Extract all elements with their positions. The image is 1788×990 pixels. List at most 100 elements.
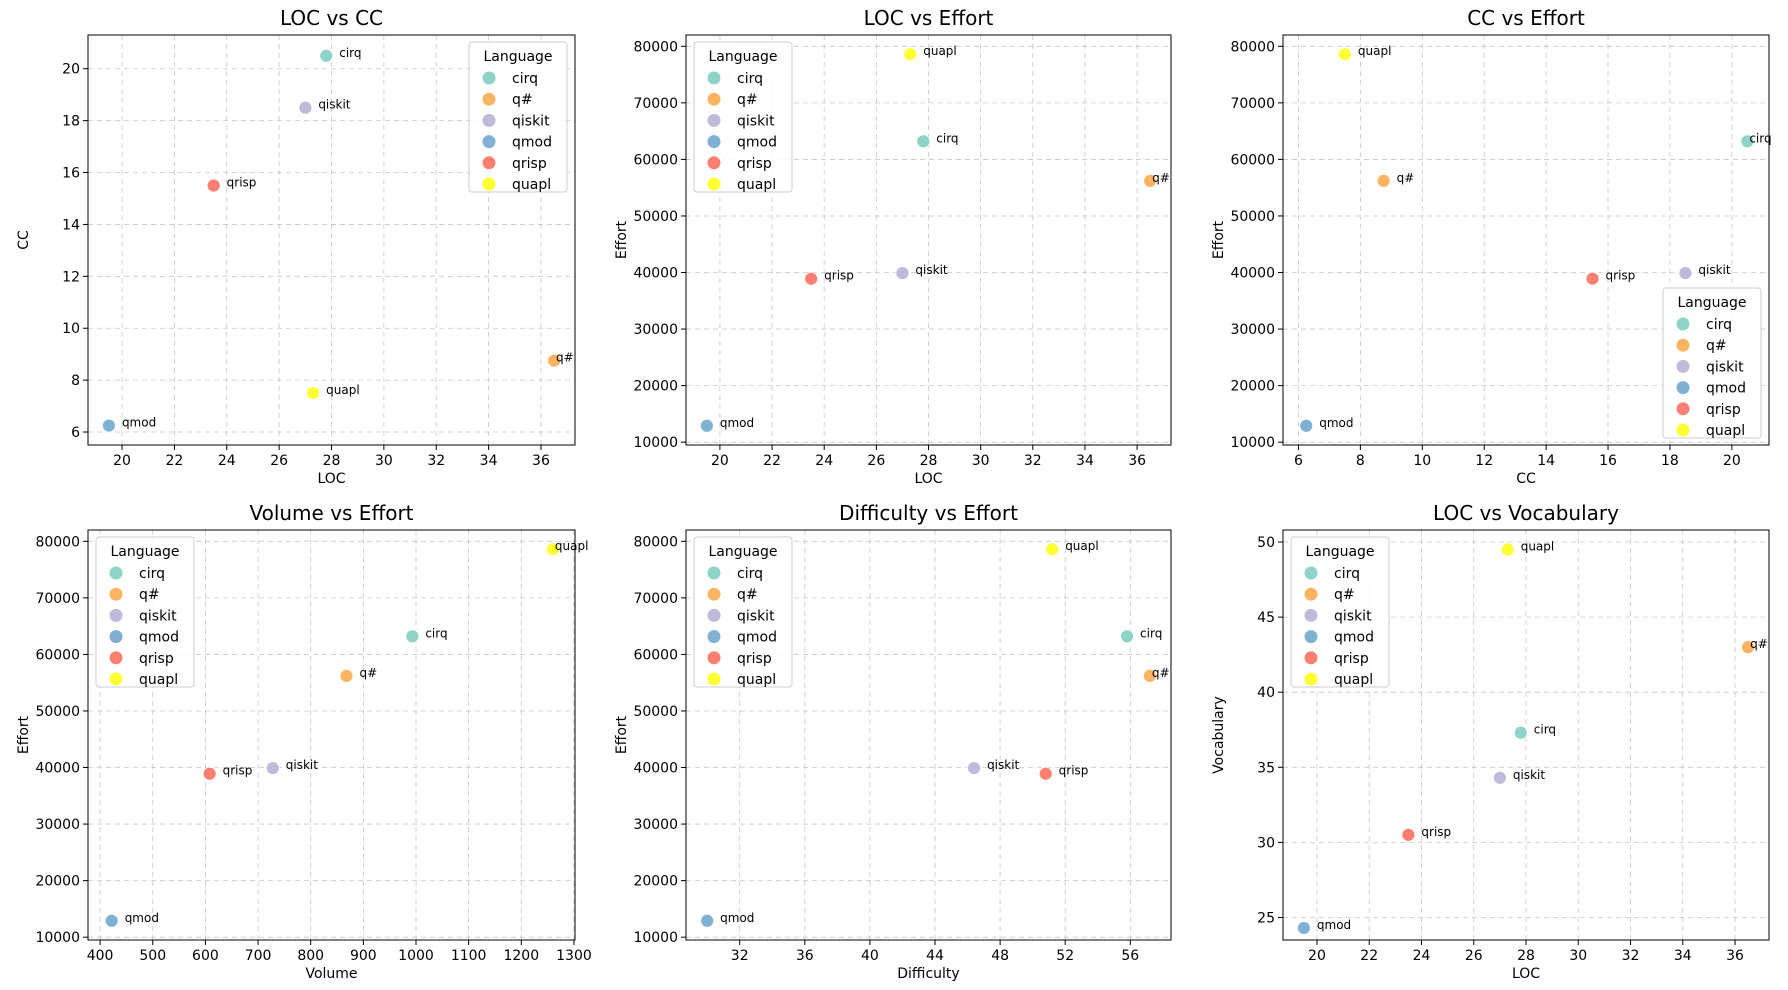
point-label-qiskit: qiskit xyxy=(1698,263,1730,277)
legend-label-qrisp: qrisp xyxy=(512,156,547,172)
legend-marker-q-sharp xyxy=(109,587,123,601)
legend-label-qrisp: qrisp xyxy=(737,156,772,172)
point-label-quapl: quapl xyxy=(1065,539,1099,553)
point-qrisp xyxy=(1401,827,1416,842)
legend: Language cirq q# qiskit qmod qrisp quapl xyxy=(693,41,793,193)
x-axis-label: LOC xyxy=(317,471,345,487)
legend-label-quapl: quapl xyxy=(139,672,178,688)
x-tick-label: 28 xyxy=(920,453,938,469)
x-tick-label: 26 xyxy=(1465,948,1483,964)
y-tick-label: 60000 xyxy=(633,647,678,663)
y-tick-label: 20000 xyxy=(633,874,678,890)
legend-label-q-sharp: q# xyxy=(737,92,758,108)
x-tick-label: 800 xyxy=(297,948,324,964)
chart-title: Difficulty vs Effort xyxy=(839,501,1018,525)
x-tick-label: 1300 xyxy=(556,948,592,964)
y-tick-label: 70000 xyxy=(633,591,678,607)
x-tick-label: 1100 xyxy=(451,948,487,964)
point-quapl xyxy=(1045,542,1060,557)
x-tick-label: 900 xyxy=(350,948,377,964)
legend-label-quapl: quapl xyxy=(737,177,776,193)
legend-marker-quapl xyxy=(109,672,123,686)
x-tick-label: 8 xyxy=(1356,453,1365,469)
point-label-qmod: qmod xyxy=(122,416,156,430)
x-tick-label: 30 xyxy=(1569,948,1587,964)
x-tick-label: 34 xyxy=(1674,948,1692,964)
y-tick-label: 60000 xyxy=(1230,152,1275,168)
x-tick-label: 14 xyxy=(1537,453,1555,469)
subplot-volume-vs-effort: 400 500 600 700 800 900 1000 1100 1200 1300 10000 2… xyxy=(16,501,592,982)
x-tick-label: 44 xyxy=(926,948,944,964)
point-label-q-sharp: q# xyxy=(556,351,574,365)
point-label-q-sharp: q# xyxy=(360,666,378,680)
chart-title: CC vs Effort xyxy=(1467,6,1585,30)
x-axis-label: CC xyxy=(1516,471,1536,487)
y-tick-label: 25 xyxy=(1257,910,1275,926)
y-tick-label: 70000 xyxy=(633,96,678,112)
x-axis-label: LOC xyxy=(1512,966,1540,982)
y-tick-label: 8 xyxy=(71,373,80,389)
y-tick-label: 80000 xyxy=(1230,39,1275,55)
chart-title: LOC vs Vocabulary xyxy=(1433,501,1619,525)
point-label-qiskit: qiskit xyxy=(987,758,1019,772)
legend-title: Language xyxy=(1677,295,1746,311)
point-quapl xyxy=(1338,47,1352,62)
x-tick-label: 600 xyxy=(192,948,219,964)
y-axis-label: Vocabulary xyxy=(1211,696,1227,774)
y-tick-label: 20000 xyxy=(35,874,80,890)
point-label-quapl: quapl xyxy=(1521,540,1555,554)
point-qmod xyxy=(1299,418,1314,433)
point-cirq xyxy=(319,48,334,63)
point-quapl xyxy=(306,386,321,401)
x-tick-label: 1000 xyxy=(398,948,434,964)
legend-marker-qiskit xyxy=(482,113,496,127)
legend-marker-qmod xyxy=(707,135,721,149)
y-tick-label: 16 xyxy=(62,166,80,182)
x-tick-label: 24 xyxy=(218,453,236,469)
point-label-quapl: quapl xyxy=(555,539,589,553)
x-tick-label: 400 xyxy=(87,948,114,964)
x-tick-label: 52 xyxy=(1056,948,1074,964)
legend-marker-qmod xyxy=(1676,381,1690,395)
legend: Language cirq q# qiskit qmod qrisp quapl xyxy=(468,41,568,193)
x-axis-label: LOC xyxy=(914,471,942,487)
y-tick-label: 80000 xyxy=(633,39,678,55)
point-q-sharp xyxy=(547,353,561,368)
legend-label-qiskit: qiskit xyxy=(1706,359,1744,375)
legend-label-qrisp: qrisp xyxy=(1706,402,1741,418)
point-label-q-sharp: q# xyxy=(1397,171,1415,185)
x-tick-label: 20 xyxy=(1723,453,1741,469)
x-tick-label: 36 xyxy=(1128,453,1146,469)
legend-marker-qiskit xyxy=(707,113,721,127)
y-tick-label: 20000 xyxy=(633,379,678,395)
legend-label-q-sharp: q# xyxy=(512,92,533,108)
legend-label-q-sharp: q# xyxy=(1706,338,1727,354)
y-tick-label: 30 xyxy=(1257,835,1275,851)
point-cirq xyxy=(916,134,931,149)
legend-label-qrisp: qrisp xyxy=(139,651,174,667)
legend-marker-qmod xyxy=(109,630,123,644)
y-tick-label: 10 xyxy=(62,321,80,337)
legend-marker-q-sharp xyxy=(707,92,721,106)
point-label-quapl: quapl xyxy=(923,44,957,58)
legend-title: Language xyxy=(1305,544,1374,560)
legend-label-q-sharp: q# xyxy=(139,587,160,603)
legend-label-qmod: qmod xyxy=(512,135,552,151)
legend-label-qiskit: qiskit xyxy=(139,608,177,624)
point-label-qmod: qmod xyxy=(720,911,754,925)
legend-marker-quapl xyxy=(707,177,721,191)
x-tick-label: 26 xyxy=(270,453,288,469)
subplot-loc-vs-effort: 20 22 24 26 28 30 32 34 36 10000 20000 30000 40000 50… xyxy=(614,6,1172,487)
x-tick-label: 20 xyxy=(113,453,131,469)
x-tick-label: 32 xyxy=(1024,453,1042,469)
x-tick-label: 500 xyxy=(139,948,166,964)
subplot-cc-vs-effort: 6 8 10 12 14 16 18 20 10000 20000 30000 40000 50000 6… xyxy=(1211,6,1772,487)
point-label-q-sharp: q# xyxy=(1152,666,1170,680)
point-qrisp xyxy=(206,178,221,193)
x-axis-label: Volume xyxy=(305,966,357,982)
legend-label-qmod: qmod xyxy=(139,630,179,646)
y-tick-label: 12 xyxy=(62,269,80,285)
x-tick-label: 34 xyxy=(480,453,498,469)
x-tick-label: 6 xyxy=(1294,453,1303,469)
legend-marker-cirq xyxy=(707,71,721,85)
